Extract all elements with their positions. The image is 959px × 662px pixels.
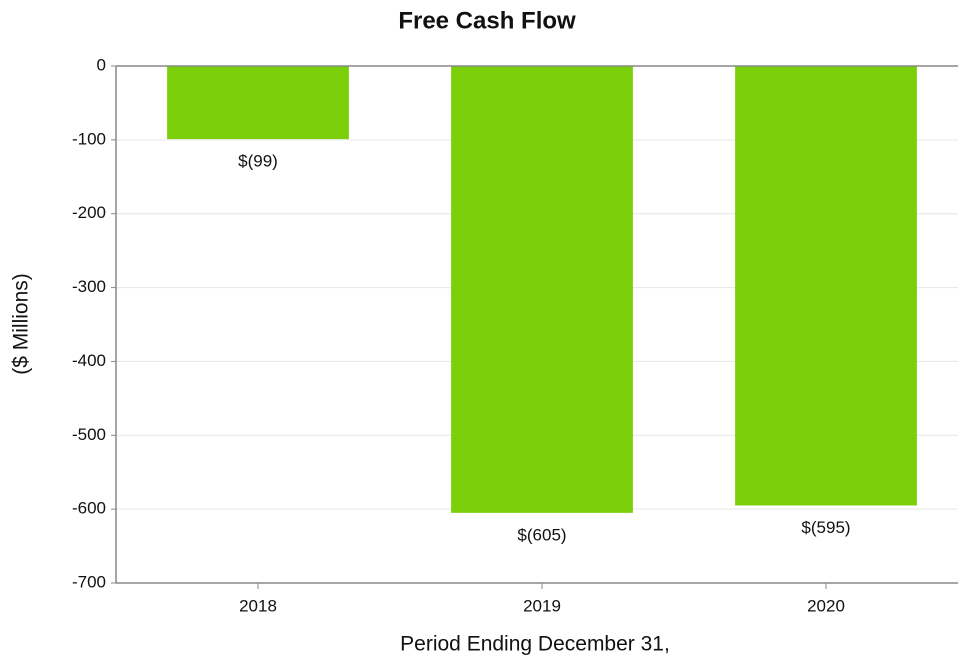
x-tick-label: 2020 [807, 596, 845, 615]
value-label: $(595) [801, 518, 850, 537]
value-label: $(605) [517, 525, 566, 544]
bar [167, 66, 349, 140]
y-tick-label: 0 [97, 55, 106, 74]
y-tick-label: -300 [72, 277, 106, 296]
y-tick-label: -600 [72, 499, 106, 518]
y-tick-label: -700 [72, 572, 106, 591]
y-tick-label: -400 [72, 351, 106, 370]
y-tick-label: -200 [72, 203, 106, 222]
y-tick-label: -500 [72, 425, 106, 444]
x-tick-label: 2018 [239, 596, 277, 615]
bar [735, 66, 917, 506]
value-label: $(99) [238, 152, 278, 171]
y-tick-label: -100 [72, 129, 106, 148]
x-tick-label: 2019 [523, 596, 561, 615]
bar [451, 66, 633, 513]
chart-title: Free Cash Flow [398, 7, 576, 34]
y-axis-label: ($ Millions) [10, 273, 33, 375]
x-axis-label: Period Ending December 31, [400, 633, 670, 656]
